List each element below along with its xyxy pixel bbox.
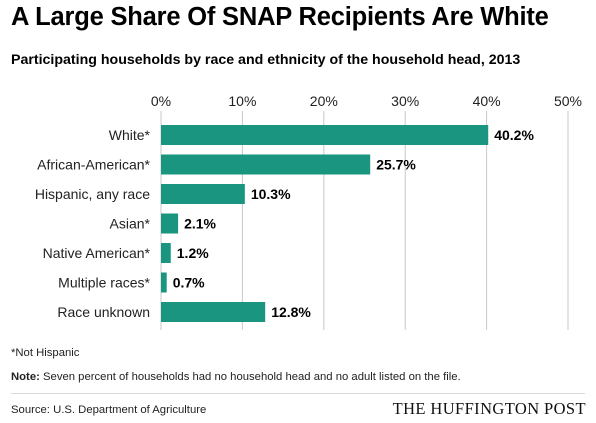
x-tick-label: 40% (473, 93, 501, 109)
category-label: Race unknown (57, 304, 150, 320)
data-label: 10.3% (251, 186, 291, 202)
bar (161, 243, 171, 263)
footnote: *Not Hispanic (11, 347, 80, 359)
note-text: Seven percent of households had no house… (39, 371, 461, 383)
chart-subtitle: Participating households by race and eth… (11, 52, 521, 68)
data-label: 0.7% (173, 275, 205, 291)
bar (161, 125, 489, 145)
x-tick-label: 0% (151, 93, 171, 109)
bar (161, 213, 179, 234)
data-label: 40.2% (494, 127, 534, 143)
bar (161, 154, 371, 175)
category-label: White* (109, 127, 151, 143)
publisher-logo: THE HUFFINGTON POST (392, 399, 586, 418)
note: Note: Seven percent of households had no… (11, 371, 461, 383)
data-label: 2.1% (184, 216, 216, 232)
category-label: African-American* (37, 157, 150, 173)
category-label: Asian* (110, 216, 151, 232)
bar (161, 184, 245, 204)
x-tick-label: 10% (228, 93, 256, 109)
bar (161, 272, 167, 293)
category-label: Hispanic, any race (35, 186, 150, 202)
x-tick-label: 50% (554, 93, 582, 109)
footer-divider (11, 393, 585, 394)
data-label: 25.7% (376, 157, 416, 173)
bar (161, 302, 266, 322)
source-text: Source: U.S. Department of Agriculture (11, 404, 207, 416)
category-label: Multiple races* (58, 275, 150, 291)
x-tick-label: 20% (310, 93, 338, 109)
data-label: 12.8% (271, 304, 311, 320)
data-label: 1.2% (177, 245, 209, 261)
x-tick-label: 30% (391, 93, 419, 109)
chart-title: A Large Share Of SNAP Recipients Are Whi… (11, 3, 549, 31)
note-label: Note: (11, 371, 40, 383)
category-label: Native American* (43, 245, 151, 261)
